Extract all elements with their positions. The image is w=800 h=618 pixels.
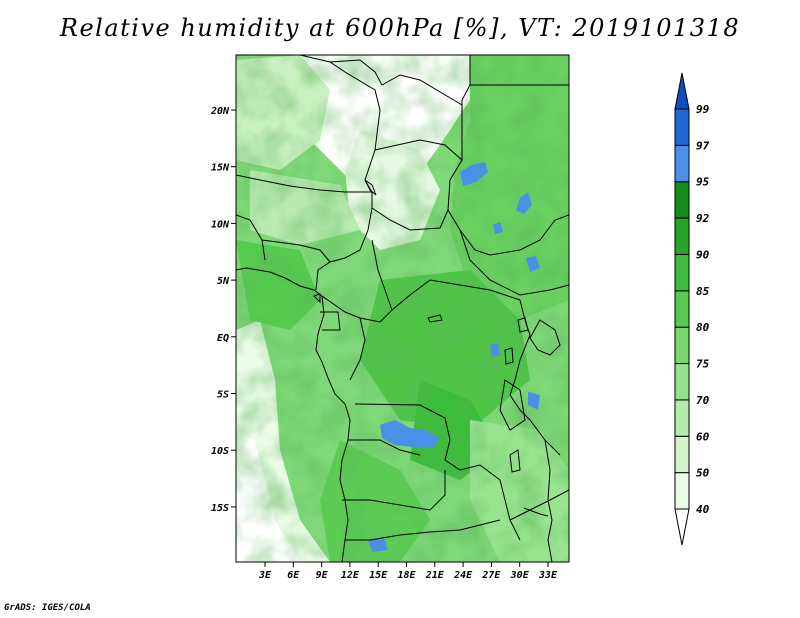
colorbar-segment bbox=[674, 144, 690, 183]
lon-label: 6E bbox=[287, 570, 300, 581]
colorbar-label: 70 bbox=[696, 394, 710, 407]
lon-label: 9E bbox=[316, 570, 329, 581]
lat-label: 20N bbox=[210, 106, 230, 117]
lon-label: 30E bbox=[510, 570, 530, 581]
colorbar-segment bbox=[674, 399, 690, 437]
lon-label: 15E bbox=[369, 570, 388, 581]
colorbar-segment bbox=[674, 181, 690, 219]
colorbar-label: 75 bbox=[696, 358, 710, 371]
colorbar-label: 50 bbox=[696, 467, 710, 480]
grads-credit: GrADS: IGES/COLA bbox=[4, 603, 91, 613]
colorbar-label: 92 bbox=[696, 212, 710, 225]
colorbar-label: 40 bbox=[696, 503, 710, 516]
colorbar-segment bbox=[674, 326, 690, 365]
colorbar-over-triangle bbox=[674, 72, 690, 110]
lon-label: 24E bbox=[453, 570, 473, 581]
map-frame bbox=[235, 54, 570, 563]
map-title: Relative humidity at 600hPa [%], VT: 201… bbox=[59, 14, 741, 42]
map-panel bbox=[236, 55, 569, 562]
lon-label: 21E bbox=[425, 570, 445, 581]
saturation-patches bbox=[368, 162, 540, 552]
lon-label: 18E bbox=[397, 570, 416, 581]
colorbar: 40 50 60 70 75 80 85 90 92 95 97 99 bbox=[674, 72, 710, 546]
colorbar-segment bbox=[674, 290, 690, 328]
lon-label: 3E bbox=[258, 570, 272, 581]
lat-label: 15N bbox=[211, 163, 230, 174]
colorbar-segment bbox=[674, 472, 690, 510]
lat-label: EQ bbox=[217, 333, 229, 344]
colorbar-segment bbox=[674, 108, 690, 146]
lakes bbox=[313, 179, 549, 517]
colorbar-segment bbox=[674, 435, 690, 474]
lat-label: 5N bbox=[217, 276, 230, 287]
colorbar-segment bbox=[674, 217, 690, 255]
colorbar-label: 99 bbox=[696, 103, 710, 116]
colorbar-under-triangle bbox=[674, 508, 690, 546]
lon-label: 27E bbox=[481, 570, 501, 581]
latitude-axis: 20N 15N 10N 5N EQ 5S 10S 15S bbox=[210, 106, 236, 514]
colorbar-segment bbox=[674, 363, 690, 401]
longitude-axis: 3E 6E 9E 12E 15E 18E 21E 24E 27E 30E 33E bbox=[258, 562, 558, 581]
lon-label: 33E bbox=[538, 570, 558, 581]
colorbar-segment bbox=[674, 253, 690, 292]
lat-label: 15S bbox=[211, 503, 229, 514]
colorbar-label: 85 bbox=[696, 285, 710, 298]
colorbar-label: 60 bbox=[696, 430, 710, 443]
lat-label: 5S bbox=[217, 390, 229, 401]
colorbar-label: 97 bbox=[696, 139, 710, 152]
colorbar-label: 90 bbox=[696, 248, 710, 261]
lat-label: 10S bbox=[211, 446, 229, 457]
country-borders bbox=[236, 55, 569, 562]
lon-label: 12E bbox=[341, 570, 360, 581]
humidity-texture bbox=[236, 55, 569, 562]
lat-label: 10N bbox=[211, 219, 230, 230]
colorbar-label: 80 bbox=[696, 321, 710, 334]
colorbar-label: 95 bbox=[696, 176, 710, 189]
